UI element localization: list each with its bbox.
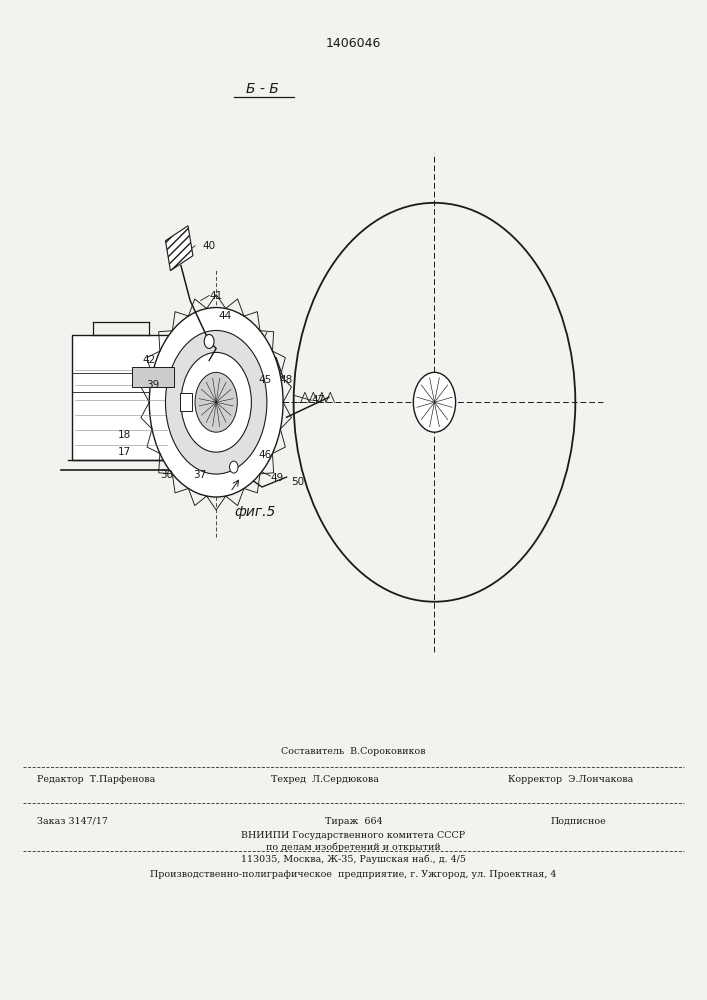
FancyBboxPatch shape [72,335,170,460]
Circle shape [230,461,238,473]
Text: Составитель  В.Сороковиков: Составитель В.Сороковиков [281,747,426,756]
Text: 44: 44 [218,311,231,321]
Text: 45: 45 [259,375,271,385]
Polygon shape [165,226,193,271]
Text: по делам изобретений и открытий: по делам изобретений и открытий [266,842,441,852]
Circle shape [149,308,283,497]
Circle shape [165,330,267,474]
Text: 41: 41 [209,291,223,301]
Text: 47: 47 [311,395,325,405]
Text: 39: 39 [146,380,159,390]
Text: Редактор  Т.Парфенова: Редактор Т.Парфенова [37,775,155,784]
Text: 30: 30 [160,470,173,480]
Text: 49: 49 [270,473,284,483]
Text: 42: 42 [142,355,156,365]
Text: 18: 18 [117,430,131,440]
Text: фиг.5: фиг.5 [234,505,276,519]
Text: 48: 48 [279,375,293,385]
Text: 1406046: 1406046 [326,37,381,50]
Text: 17: 17 [117,447,131,457]
Text: Производственно-полиграфическое  предприятие, г. Ужгород, ул. Проектная, 4: Производственно-полиграфическое предприя… [151,870,556,879]
Text: Заказ 3147/17: Заказ 3147/17 [37,817,107,826]
Text: 40: 40 [202,241,215,251]
Text: 113035, Москва, Ж-35, Раушская наб., д. 4/5: 113035, Москва, Ж-35, Раушская наб., д. … [241,854,466,864]
Text: 37: 37 [193,470,206,480]
Text: Корректор  Э.Лончакова: Корректор Э.Лончакова [508,775,633,784]
Text: Б - Б: Б - Б [245,82,279,96]
Text: Подписное: Подписное [551,817,607,826]
Text: Техред  Л.Сердюкова: Техред Л.Сердюкова [271,775,379,784]
FancyBboxPatch shape [180,393,192,411]
Circle shape [414,372,455,432]
FancyBboxPatch shape [132,367,174,387]
Text: Тираж  664: Тираж 664 [325,817,382,826]
Circle shape [181,352,252,452]
Circle shape [204,334,214,348]
Text: ВНИИПИ Государственного комитета СССР: ВНИИПИ Государственного комитета СССР [241,831,466,840]
Text: 50: 50 [291,477,305,487]
Text: 46: 46 [259,450,271,460]
Circle shape [195,372,238,432]
